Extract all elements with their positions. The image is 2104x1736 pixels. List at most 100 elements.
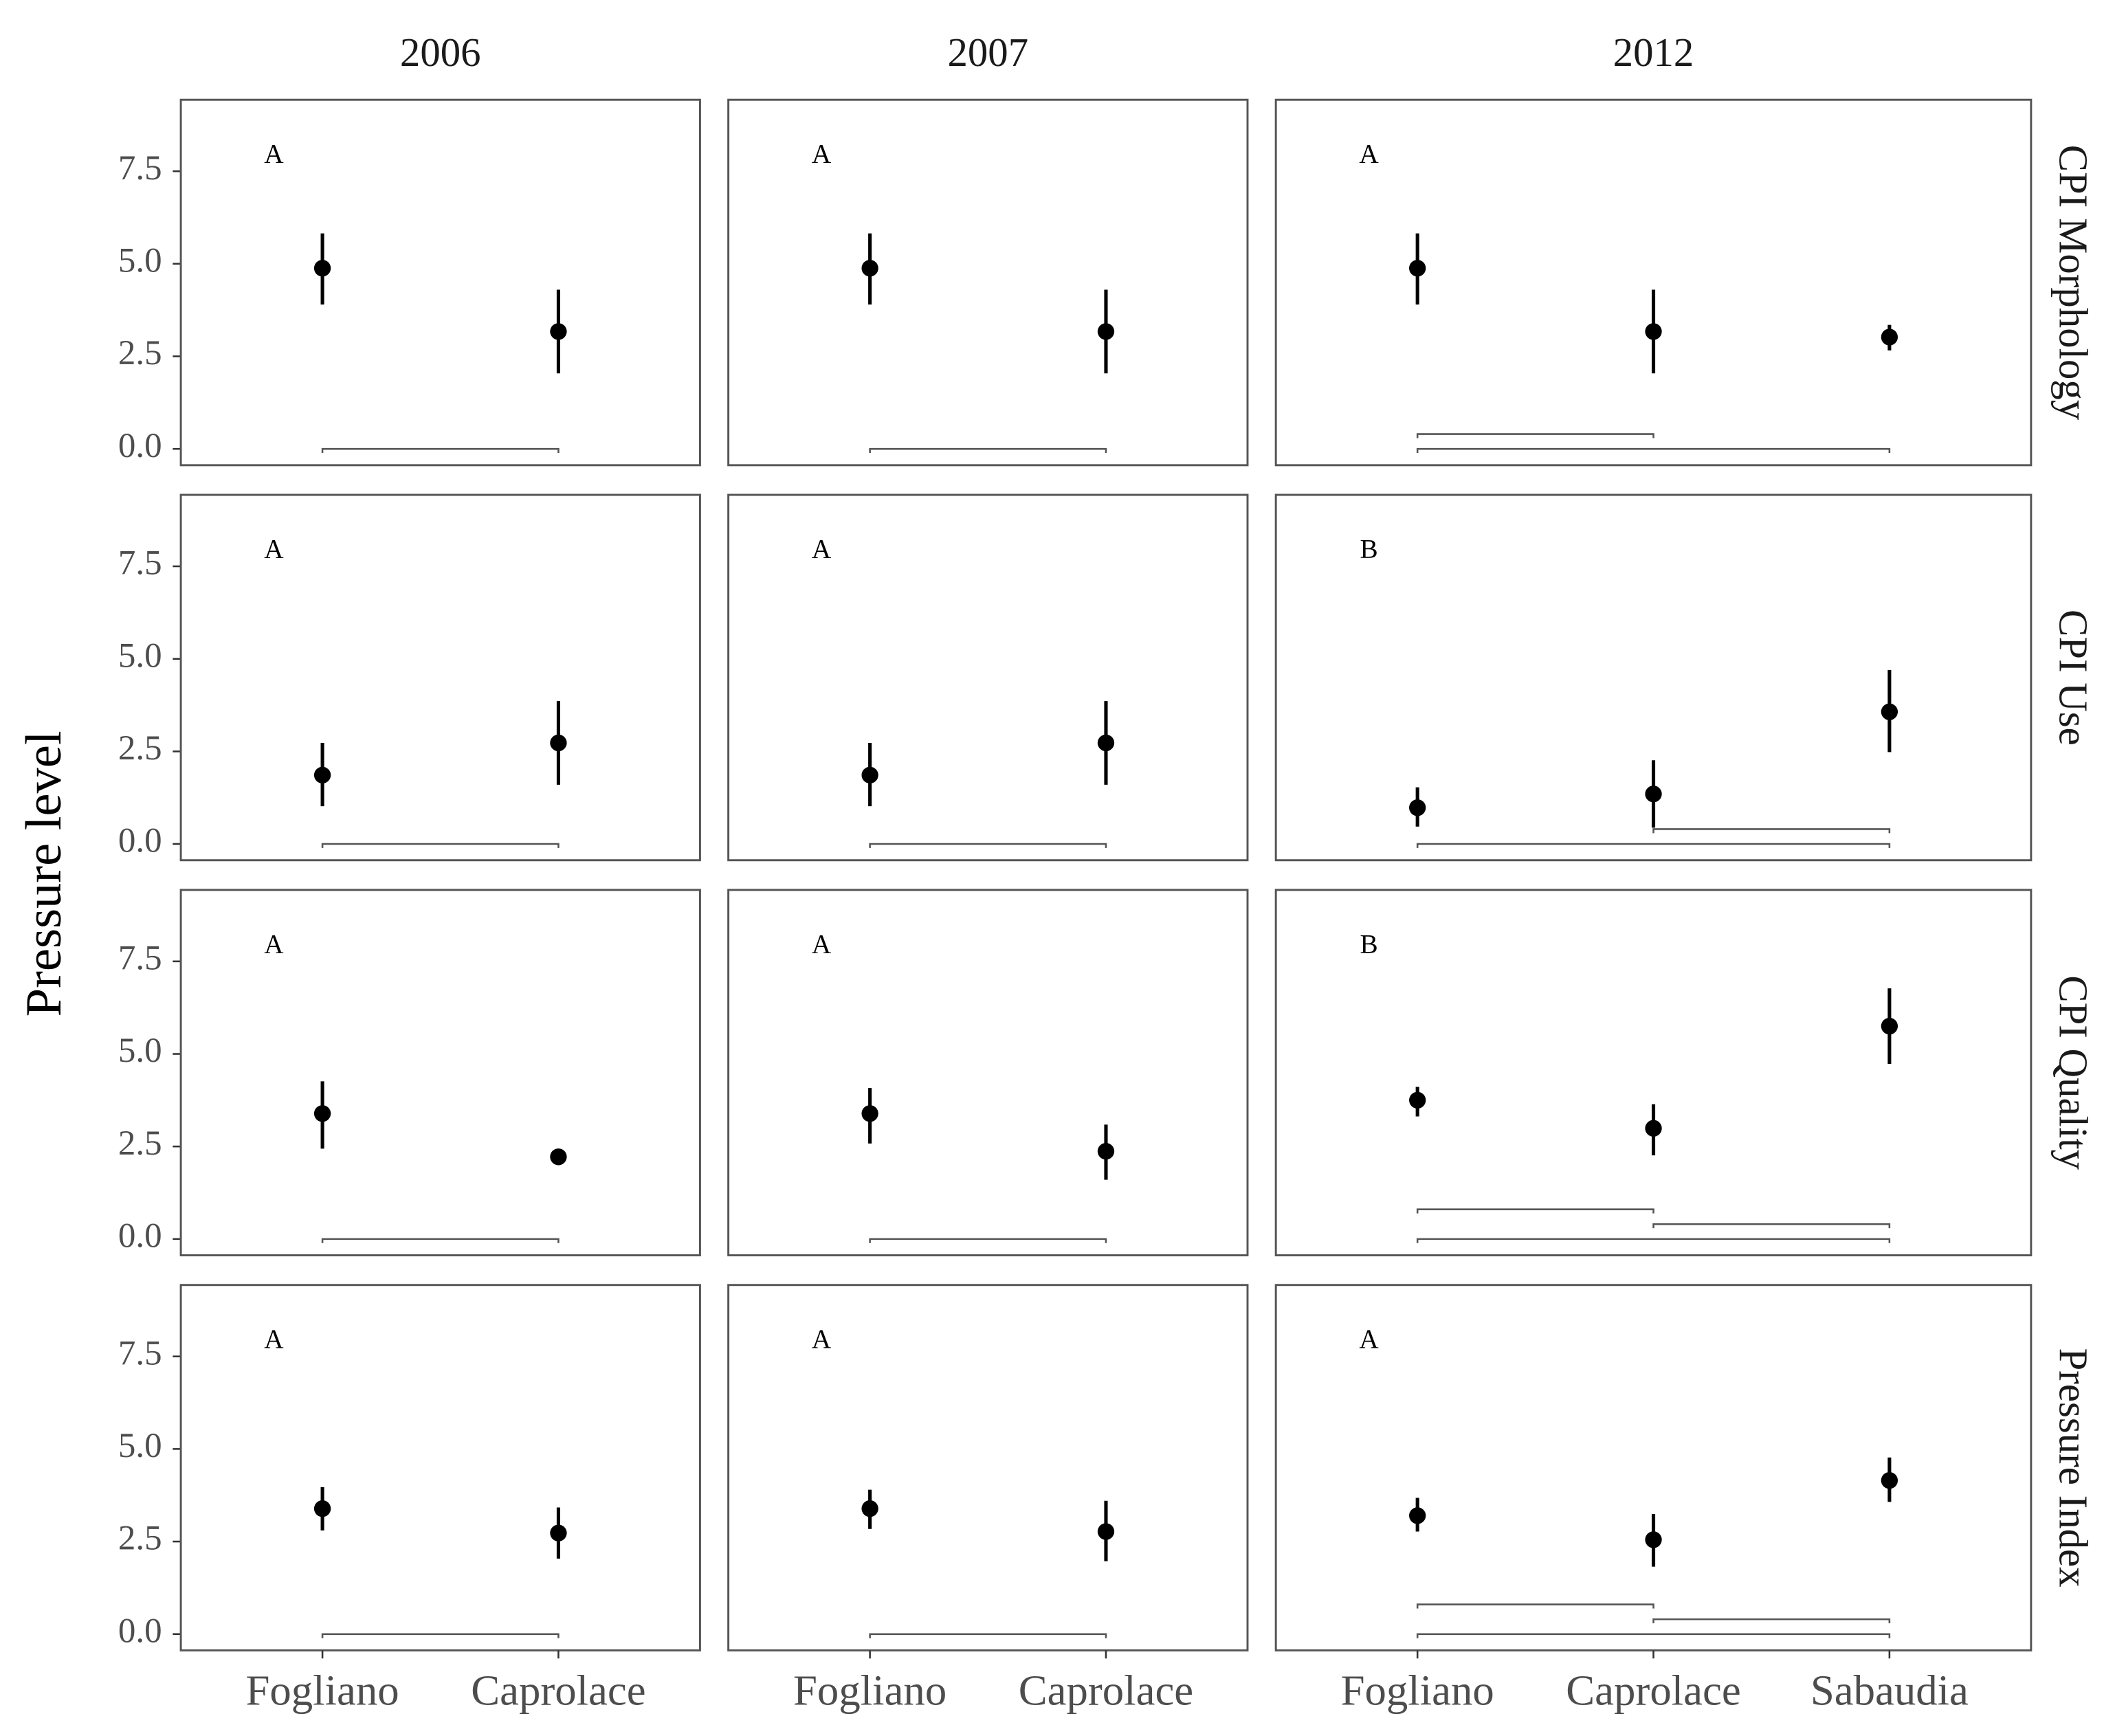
y-tick-label: 7.5 xyxy=(118,939,162,978)
comparison-bracket xyxy=(1652,828,1891,834)
comparison-bracket xyxy=(869,447,1107,454)
panel-border xyxy=(1274,1284,2033,1651)
comparison-bracket xyxy=(1416,447,1891,454)
row-title: CPI Morphology xyxy=(2050,145,2095,421)
point xyxy=(550,1148,567,1166)
panel-border xyxy=(1274,889,2033,1257)
comparison-bracket xyxy=(321,1633,560,1638)
annotation: A xyxy=(264,140,284,169)
column-title: 2012 xyxy=(1613,30,1694,75)
x-tick-label: Fogliano xyxy=(245,1667,399,1715)
y-tick-label: 5.0 xyxy=(118,636,162,675)
point xyxy=(1097,1143,1115,1160)
annotation: A xyxy=(264,929,284,959)
x-tick-label: Caprolace xyxy=(1019,1667,1193,1715)
point xyxy=(1409,1091,1426,1109)
point xyxy=(861,260,878,277)
panel-border xyxy=(727,98,1249,467)
point xyxy=(861,766,878,783)
annotation: A xyxy=(812,140,832,169)
comparison-bracket xyxy=(321,447,560,454)
point xyxy=(550,323,567,340)
point xyxy=(861,1105,878,1122)
y-tick-label: 0.0 xyxy=(118,427,162,465)
panel-border xyxy=(179,1284,701,1651)
point xyxy=(1645,786,1662,803)
comparison-bracket xyxy=(1652,1223,1891,1229)
column-title: 2007 xyxy=(947,30,1028,75)
panel-border xyxy=(1274,98,2033,467)
x-tick-label: Fogliano xyxy=(1341,1667,1494,1715)
y-tick-label: 2.5 xyxy=(118,334,162,372)
y-tick-label: 0.0 xyxy=(118,1612,162,1650)
annotation: A xyxy=(264,1324,284,1354)
y-tick-label: 2.5 xyxy=(118,729,162,768)
comparison-bracket xyxy=(321,1238,560,1243)
annotation: B xyxy=(1360,929,1377,959)
point xyxy=(550,1524,567,1542)
panel-border xyxy=(727,1284,1249,1651)
point xyxy=(313,1500,331,1517)
column-title: 2006 xyxy=(400,30,481,75)
point xyxy=(1409,799,1426,816)
comparison-bracket xyxy=(869,1238,1107,1243)
y-tick-label: 0.0 xyxy=(118,822,162,860)
point xyxy=(1097,1523,1115,1540)
comparison-bracket xyxy=(1416,1238,1891,1243)
comparison-bracket xyxy=(1416,1633,1891,1638)
panel-border xyxy=(179,98,701,467)
point xyxy=(550,734,567,752)
panel-border xyxy=(727,493,1249,862)
comparison-bracket xyxy=(1416,843,1891,848)
point xyxy=(1881,1017,1898,1035)
annotation: A xyxy=(1359,140,1379,169)
point xyxy=(1409,260,1426,277)
annotation: B xyxy=(1360,534,1377,564)
point xyxy=(313,1105,331,1122)
x-tick-label: Fogliano xyxy=(793,1667,946,1715)
y-tick-label: 5.0 xyxy=(118,1032,162,1070)
y-tick-label: 7.5 xyxy=(118,1334,162,1372)
panel-border xyxy=(179,493,701,862)
point xyxy=(1097,734,1115,752)
row-title: CPI Use xyxy=(2050,610,2095,746)
comparison-bracket xyxy=(1652,1618,1891,1624)
annotation: A xyxy=(812,534,832,564)
comparison-bracket xyxy=(1416,1603,1654,1609)
x-tick-label: Caprolace xyxy=(471,1667,645,1715)
comparison-bracket xyxy=(869,1633,1107,1638)
y-tick-label: 5.0 xyxy=(118,1427,162,1465)
comparison-bracket xyxy=(869,843,1107,848)
point xyxy=(861,1500,878,1517)
comparison-bracket xyxy=(1416,433,1654,438)
point xyxy=(1409,1507,1426,1524)
panel-border xyxy=(727,889,1249,1257)
y-tick-label: 0.0 xyxy=(118,1217,162,1256)
y-tick-label: 5.0 xyxy=(118,242,162,280)
y-tick-label: 7.5 xyxy=(118,544,162,583)
row-title: Pressure Index xyxy=(2050,1348,2095,1588)
y-axis-title: Pressure level xyxy=(16,731,72,1016)
comparison-bracket xyxy=(321,843,560,848)
point xyxy=(1881,1471,1898,1489)
point xyxy=(313,260,331,277)
x-tick-label: Caprolace xyxy=(1566,1667,1740,1715)
annotation: A xyxy=(812,1324,832,1354)
panel-border xyxy=(1274,493,2033,862)
point xyxy=(1097,323,1115,340)
row-title: CPI Quality xyxy=(2050,975,2095,1170)
point xyxy=(313,766,331,783)
y-tick-label: 2.5 xyxy=(118,1520,162,1558)
annotation: A xyxy=(812,929,832,959)
point xyxy=(1645,323,1662,340)
comparison-bracket xyxy=(1416,1208,1654,1214)
point xyxy=(1645,1120,1662,1137)
annotation: A xyxy=(1359,1324,1379,1354)
annotation: A xyxy=(264,534,284,564)
y-tick-label: 7.5 xyxy=(118,149,162,188)
x-tick-label: Sabaudia xyxy=(1810,1667,1969,1715)
point xyxy=(1645,1531,1662,1548)
panel-border xyxy=(179,889,701,1257)
y-tick-label: 2.5 xyxy=(118,1124,162,1163)
